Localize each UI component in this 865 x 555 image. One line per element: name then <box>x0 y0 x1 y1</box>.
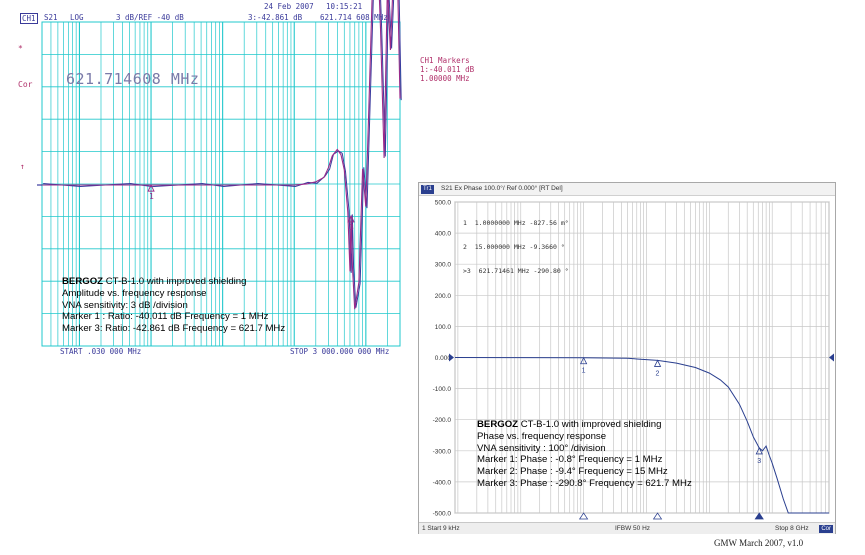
caption-title: CT-B-1.0 with improved shielding <box>103 276 247 287</box>
y-tick-label: 100.0 <box>435 324 452 331</box>
cor-label: Cor <box>18 80 33 89</box>
param-label: S21 <box>44 13 58 22</box>
footer-stop: Stop 8 GHz <box>775 525 809 532</box>
channel-label: CH1 <box>20 13 38 24</box>
phase-marker-label-2: 2 <box>656 370 660 377</box>
caption-line: Amplitude vs. frequency response <box>62 287 207 299</box>
ref-arrow-icon: ↑ <box>20 162 25 171</box>
footer-ifbw: IFBW 50 Hz <box>615 525 651 532</box>
y-tick-label: 0.000 <box>435 355 452 362</box>
amplitude-caption: BERGOZ CT-B-1.0 with improved shielding … <box>62 276 285 335</box>
trace-label: Tr1 <box>421 185 434 194</box>
header-date: 24 Feb 2007 <box>264 2 314 11</box>
phase-caption: BERGOZ CT-B-1.0 with improved shielding … <box>477 419 692 490</box>
phase-title-bar: Tr1 S21 Ex Phase 100.0°/ Ref 0.000° [RT … <box>419 183 835 196</box>
caption-line: Phase vs. frequency response <box>477 430 607 442</box>
scale-label: 3 dB/REF -40 dB <box>116 13 184 22</box>
phase-footer: 1 Start 9 kHz IFBW 50 Hz Stop 8 GHz Cor <box>419 522 835 534</box>
phase-marker-2 <box>653 359 662 367</box>
caption-line: Marker 2: Phase : -9.4° Frequency = 15 M… <box>477 466 668 478</box>
marker-3 <box>347 214 355 223</box>
caption-brand: BERGOZ <box>62 276 104 287</box>
phase-plot: Tr1 S21 Ex Phase 100.0°/ Ref 0.000° [RT … <box>418 182 836 534</box>
header-time: 10:15:21 <box>326 2 363 11</box>
credit-line: GMW March 2007, v1.0 <box>714 538 804 548</box>
start-label: START .030 000 MHz <box>60 347 142 356</box>
y-tick-label: -500.0 <box>433 511 452 518</box>
ref-arrow-left-icon <box>449 353 454 362</box>
y-tick-label: 400.0 <box>435 231 452 238</box>
big-frequency-readout: 621.714608 MHz <box>66 70 200 88</box>
star-label: * <box>18 44 23 53</box>
caption-line: Marker 3: Phase : -290.8° Frequency = 62… <box>477 477 692 489</box>
y-tick-label: 300.0 <box>435 262 452 269</box>
marker-frequency: 621.714 608 MHz <box>320 13 388 22</box>
y-tick-label: -100.0 <box>433 386 452 393</box>
footer-start: 1 Start 9 kHz <box>422 525 460 532</box>
y-tick-label: -300.0 <box>433 448 452 455</box>
caption-line: VNA sensitivity : 100° /division <box>477 442 606 454</box>
y-tick-label: 500.0 <box>435 200 452 207</box>
y-tick-label: -400.0 <box>433 479 452 486</box>
format-label: LOG <box>70 13 84 22</box>
x-marker-2 <box>652 512 663 520</box>
markers-panel: CH1 Markers 1:-40.011 dB 1.00000 MHz <box>420 56 474 83</box>
phase-title-text: S21 Ex Phase 100.0°/ Ref 0.000° [RT Del] <box>441 185 563 192</box>
stop-label: STOP 3 000.000 000 MHz <box>290 347 390 356</box>
markers-panel-value: 1:-40.011 dB <box>420 65 475 74</box>
marker-label-3: 3 <box>349 223 354 232</box>
ref-arrow-right-icon <box>829 353 834 362</box>
caption-title: CT-B-1.0 with improved shielding <box>518 419 662 430</box>
marker-readout: 3:-42.861 dB <box>248 13 303 22</box>
marker-table: 1 1.0000000 MHz -827.56 m° 2 15.000000 M… <box>463 203 569 291</box>
caption-line: Marker 1 : Ratio: -40.011 dB Frequency =… <box>62 311 269 323</box>
markers-panel-title: CH1 Markers <box>420 56 470 65</box>
marker-label-1: 1 <box>149 192 154 201</box>
amplitude-plot-canvas: 13 <box>37 0 402 347</box>
caption-line: Marker 3: Ratio: -42.861 dB Frequency = … <box>62 323 286 335</box>
x-marker-1 <box>578 512 589 520</box>
phase-plot-canvas: 500.0 400.0 300.0 200.0 100.0 0.000 -100.0 -200… <box>433 200 834 520</box>
cor-badge: Cor <box>819 525 833 533</box>
y-tick-label: 200.0 <box>435 293 452 300</box>
y-tick-label: -200.0 <box>433 417 452 424</box>
caption-line: Marker 1: Phase : -0.8° Frequency = 1 MH… <box>477 454 663 466</box>
phase-marker-label-1: 1 <box>582 368 586 375</box>
markers-panel-frequency: 1.00000 MHz <box>420 74 470 83</box>
marker-1 <box>147 184 155 192</box>
x-marker-3 <box>754 512 764 520</box>
marker-table-row: 1 1.0000000 MHz -827.56 m° <box>463 219 569 227</box>
marker-table-row: 2 15.000000 MHz -9.3660 ° <box>463 243 565 251</box>
trace-sweep-1 <box>42 0 401 310</box>
phase-marker-3 <box>755 447 763 455</box>
caption-line: VNA sensitivity: 3 dB /division <box>62 299 188 311</box>
marker-table-row: >3 621.71461 MHz -290.80 ° <box>463 267 569 275</box>
phase-trace <box>454 357 829 514</box>
phase-marker-1 <box>579 356 588 365</box>
phase-marker-label-3: 3 <box>757 458 761 465</box>
caption-brand: BERGOZ <box>477 419 519 430</box>
